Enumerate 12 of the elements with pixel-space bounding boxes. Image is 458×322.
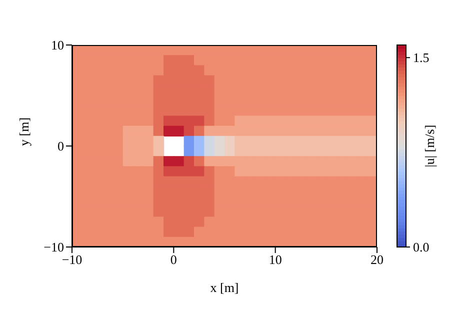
color-bar-label: 1.5 xyxy=(413,50,430,66)
color-bar-title: |u| [m/s] xyxy=(422,124,437,168)
x-tick-label: 0 xyxy=(170,252,177,268)
y-tick-label: −10 xyxy=(44,240,64,255)
x-tick-label: 10 xyxy=(268,252,282,268)
color-bar-label: 0.0 xyxy=(413,240,430,254)
y-axis-title: y [m] xyxy=(16,117,32,146)
y-tick-label: 0 xyxy=(58,138,64,154)
y-tick-label: 10 xyxy=(51,38,64,53)
x-tick-label: 20 xyxy=(370,252,384,268)
x-axis-title: x [m] xyxy=(210,280,239,295)
x-tick-label: −10 xyxy=(62,252,82,268)
